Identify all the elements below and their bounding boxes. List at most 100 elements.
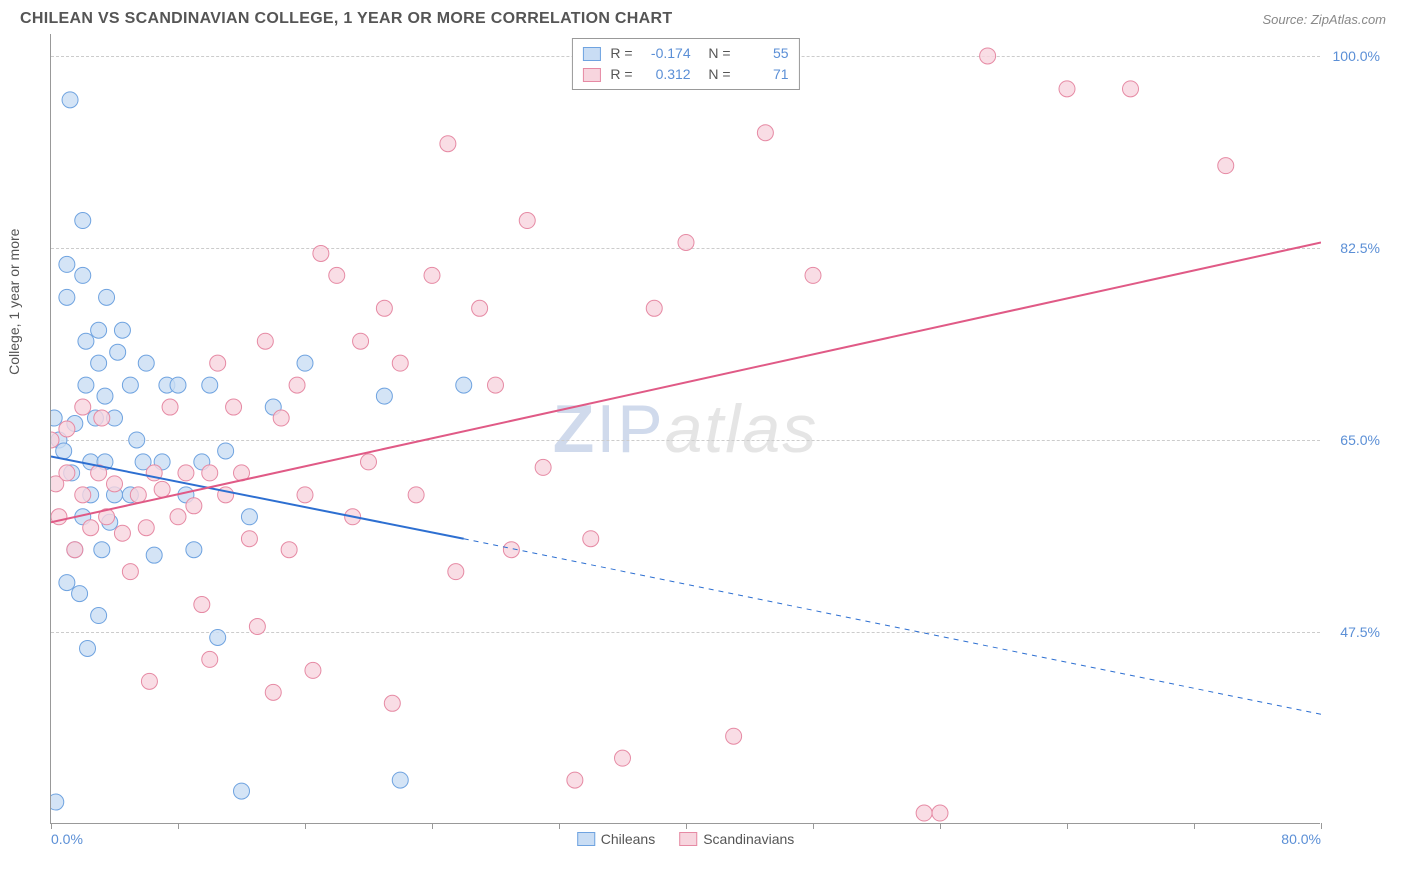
scatter-point [138,520,154,536]
scatter-point [265,684,281,700]
legend-swatch [582,68,600,82]
scatter-point [361,454,377,470]
scatter-point [535,459,551,475]
scatter-point [273,410,289,426]
scatter-point [726,728,742,744]
legend-series: Chileans Scandinavians [577,831,795,847]
legend-stats-row: R =-0.174 N =55 [582,43,788,64]
scatter-layer [51,34,1321,824]
scatter-point [329,267,345,283]
scatter-point [805,267,821,283]
scatter-point [97,388,113,404]
scatter-point [94,542,110,558]
scatter-point [114,322,130,338]
scatter-point [408,487,424,503]
scatter-point [114,525,130,541]
legend-n-label: N = [701,64,731,85]
legend-stats: R =-0.174 N =55R =0.312 N =71 [571,38,799,90]
scatter-point [257,333,273,349]
trend-line-extrapolated [464,539,1321,715]
scatter-point [154,481,170,497]
scatter-point [241,509,257,525]
legend-r-value: 0.312 [643,64,691,85]
scatter-point [226,399,242,415]
scatter-point [615,750,631,766]
scatter-point [141,673,157,689]
chart-title: CHILEAN VS SCANDINAVIAN COLLEGE, 1 YEAR … [20,10,672,28]
scatter-point [241,531,257,547]
scatter-point [59,421,75,437]
scatter-point [178,465,194,481]
scatter-point [210,355,226,371]
legend-swatch [577,832,595,846]
legend-series-item: Scandinavians [679,831,794,847]
legend-r-value: -0.174 [643,43,691,64]
scatter-point [78,377,94,393]
scatter-point [392,355,408,371]
scatter-point [289,377,305,393]
scatter-point [129,432,145,448]
trend-line [51,242,1321,522]
x-tick-label: 80.0% [1281,831,1321,847]
x-tick-label: 0.0% [51,831,83,847]
scatter-point [75,487,91,503]
scatter-point [67,542,83,558]
y-axis-label: College, 1 year or more [6,229,22,375]
scatter-point [186,542,202,558]
scatter-point [567,772,583,788]
scatter-point [1218,158,1234,174]
scatter-point [424,267,440,283]
scatter-point [392,772,408,788]
scatter-point [218,443,234,459]
scatter-point [313,245,329,261]
scatter-point [202,651,218,667]
scatter-point [62,92,78,108]
scatter-point [91,322,107,338]
scatter-point [146,547,162,563]
scatter-point [162,399,178,415]
legend-r-label: R = [610,43,632,64]
chart-container: ZIPatlas 47.5%65.0%82.5%100.0%0.0%80.0%R… [50,34,1386,824]
scatter-point [440,136,456,152]
legend-stats-row: R =0.312 N =71 [582,64,788,85]
scatter-point [980,48,996,64]
scatter-point [916,805,932,821]
scatter-point [170,509,186,525]
scatter-point [130,487,146,503]
legend-series-item: Chileans [577,831,655,847]
scatter-point [59,465,75,481]
legend-n-value: 71 [741,64,789,85]
scatter-point [99,289,115,305]
legend-n-value: 55 [741,43,789,64]
scatter-point [281,542,297,558]
scatter-point [94,410,110,426]
scatter-point [376,388,392,404]
scatter-point [56,443,72,459]
scatter-point [583,531,599,547]
legend-series-label: Chileans [601,831,655,847]
scatter-point [210,629,226,645]
scatter-point [932,805,948,821]
legend-swatch [679,832,697,846]
y-tick-label: 47.5% [1340,624,1380,640]
scatter-point [75,267,91,283]
scatter-point [122,564,138,580]
scatter-point [59,289,75,305]
scatter-point [448,564,464,580]
scatter-point [202,465,218,481]
scatter-point [91,355,107,371]
scatter-point [472,300,488,316]
scatter-point [384,695,400,711]
scatter-point [138,355,154,371]
scatter-point [78,333,94,349]
scatter-point [194,597,210,613]
scatter-point [678,234,694,250]
scatter-point [59,256,75,272]
scatter-point [305,662,321,678]
scatter-point [170,377,186,393]
scatter-point [186,498,202,514]
scatter-point [75,399,91,415]
legend-swatch [582,47,600,61]
scatter-point [646,300,662,316]
scatter-point [1123,81,1139,97]
